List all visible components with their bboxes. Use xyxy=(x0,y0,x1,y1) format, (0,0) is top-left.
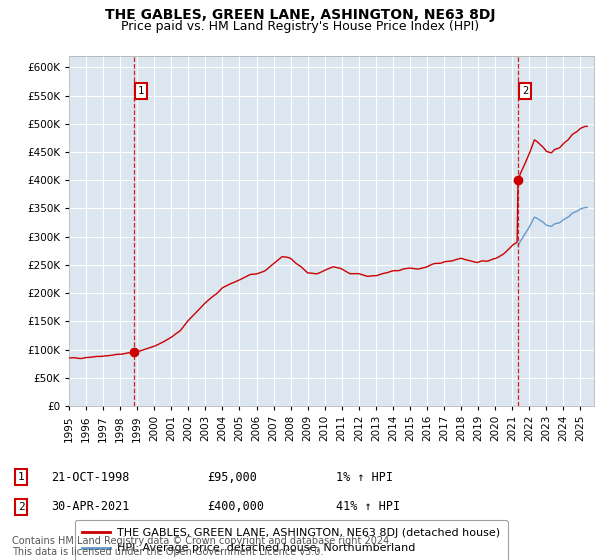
Text: 2: 2 xyxy=(17,502,25,512)
Text: £400,000: £400,000 xyxy=(207,500,264,514)
Text: 2: 2 xyxy=(522,86,529,96)
Text: 30-APR-2021: 30-APR-2021 xyxy=(51,500,130,514)
Text: 1% ↑ HPI: 1% ↑ HPI xyxy=(336,470,393,484)
Text: 21-OCT-1998: 21-OCT-1998 xyxy=(51,470,130,484)
Text: £95,000: £95,000 xyxy=(207,470,257,484)
Text: 1: 1 xyxy=(138,86,144,96)
Text: Contains HM Land Registry data © Crown copyright and database right 2024.
This d: Contains HM Land Registry data © Crown c… xyxy=(12,535,392,557)
Text: 1: 1 xyxy=(17,472,25,482)
Text: Price paid vs. HM Land Registry's House Price Index (HPI): Price paid vs. HM Land Registry's House … xyxy=(121,20,479,32)
Text: 41% ↑ HPI: 41% ↑ HPI xyxy=(336,500,400,514)
Text: THE GABLES, GREEN LANE, ASHINGTON, NE63 8DJ: THE GABLES, GREEN LANE, ASHINGTON, NE63 … xyxy=(105,8,495,22)
Legend: THE GABLES, GREEN LANE, ASHINGTON, NE63 8DJ (detached house), HPI: Average price: THE GABLES, GREEN LANE, ASHINGTON, NE63 … xyxy=(74,520,508,560)
